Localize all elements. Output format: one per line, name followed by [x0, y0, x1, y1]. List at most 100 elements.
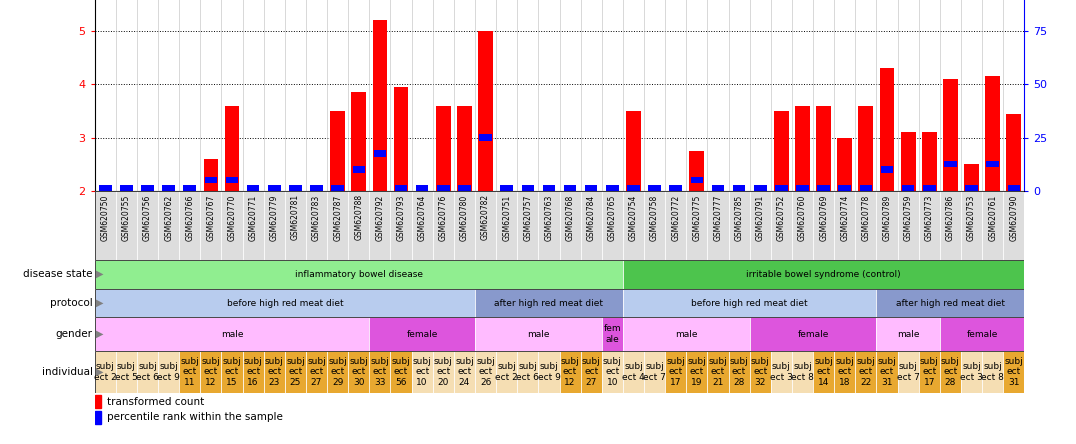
Bar: [837, 138, 852, 191]
Bar: [1003, 191, 1024, 260]
Bar: [222, 351, 242, 393]
Bar: [479, 135, 492, 141]
Text: GSM620758: GSM620758: [650, 194, 660, 241]
Bar: [690, 151, 705, 191]
Text: subj
ect
29: subj ect 29: [328, 357, 348, 387]
Bar: [939, 191, 961, 260]
Bar: [496, 351, 518, 393]
Text: subj
ect 5: subj ect 5: [115, 362, 138, 381]
Bar: [285, 351, 306, 393]
Bar: [475, 289, 623, 317]
Text: female: female: [797, 329, 829, 339]
Bar: [601, 191, 623, 260]
Text: GSM620753: GSM620753: [967, 194, 976, 241]
Bar: [203, 159, 218, 191]
Text: GSM620781: GSM620781: [291, 194, 300, 241]
Text: GSM620760: GSM620760: [798, 194, 807, 241]
Bar: [369, 351, 391, 393]
Bar: [475, 317, 601, 351]
Text: after high red meat diet: after high red meat diet: [896, 298, 1005, 308]
Text: subj
ect 7: subj ect 7: [896, 362, 920, 381]
Bar: [711, 185, 724, 191]
Bar: [95, 289, 475, 317]
Text: subj
ect 6: subj ect 6: [136, 362, 159, 381]
Text: GSM620783: GSM620783: [312, 194, 321, 241]
Text: protocol: protocol: [49, 298, 93, 308]
Text: subj
ect 3: subj ect 3: [960, 362, 983, 381]
Bar: [560, 191, 581, 260]
Text: GSM620791: GSM620791: [755, 194, 765, 241]
Text: subj
ect 9: subj ect 9: [157, 362, 180, 381]
Bar: [327, 191, 349, 260]
Bar: [792, 191, 813, 260]
Bar: [792, 351, 813, 393]
Text: ▶: ▶: [96, 367, 103, 377]
Bar: [353, 166, 365, 173]
Bar: [982, 351, 1003, 393]
Bar: [180, 191, 200, 260]
Text: male: male: [221, 329, 243, 339]
Text: subj
ect
25: subj ect 25: [286, 357, 305, 387]
Bar: [965, 185, 978, 191]
Text: GSM620756: GSM620756: [143, 194, 152, 241]
Text: subj
ect
30: subj ect 30: [350, 357, 368, 387]
Bar: [691, 177, 703, 183]
Bar: [750, 317, 877, 351]
Text: subj
ect
26: subj ect 26: [477, 357, 495, 387]
Bar: [95, 411, 101, 424]
Bar: [877, 289, 1024, 317]
Text: subj
ect
24: subj ect 24: [455, 357, 473, 387]
Bar: [877, 191, 897, 260]
Text: subj
ect 2: subj ect 2: [495, 362, 518, 381]
Bar: [310, 185, 323, 191]
Bar: [395, 185, 408, 191]
Bar: [200, 351, 222, 393]
Text: GSM620754: GSM620754: [629, 194, 638, 241]
Bar: [585, 185, 597, 191]
Text: subj
ect
15: subj ect 15: [223, 357, 241, 387]
Bar: [369, 191, 391, 260]
Text: GSM620771: GSM620771: [249, 194, 257, 241]
Bar: [391, 351, 412, 393]
Bar: [665, 351, 686, 393]
Text: subj
ect
31: subj ect 31: [878, 357, 896, 387]
Bar: [645, 351, 665, 393]
Bar: [475, 191, 496, 260]
Bar: [412, 191, 433, 260]
Bar: [200, 191, 222, 260]
Bar: [349, 191, 369, 260]
Text: GSM620764: GSM620764: [417, 194, 427, 241]
Bar: [897, 191, 919, 260]
Bar: [986, 76, 1000, 191]
Bar: [1007, 185, 1020, 191]
Bar: [964, 164, 979, 191]
Text: GSM620769: GSM620769: [819, 194, 829, 241]
Text: ▶: ▶: [96, 298, 103, 308]
Text: gender: gender: [56, 329, 93, 339]
Text: subj
ect 8: subj ect 8: [791, 362, 813, 381]
Bar: [564, 185, 577, 191]
Text: subj
ect
10: subj ect 10: [413, 357, 431, 387]
Bar: [180, 351, 200, 393]
Bar: [500, 185, 513, 191]
Text: subj
ect 2: subj ect 2: [94, 362, 116, 381]
Bar: [943, 79, 958, 191]
Bar: [581, 191, 601, 260]
Bar: [437, 185, 450, 191]
Bar: [961, 191, 982, 260]
Text: GSM620765: GSM620765: [608, 194, 617, 241]
Text: subj
ect
19: subj ect 19: [688, 357, 706, 387]
Text: subj
ect
20: subj ect 20: [434, 357, 453, 387]
Bar: [436, 106, 451, 191]
Bar: [95, 317, 369, 351]
Bar: [859, 106, 874, 191]
Text: irritable bowel syndrome (control): irritable bowel syndrome (control): [747, 270, 901, 279]
Text: disease state: disease state: [23, 269, 93, 279]
Text: GSM620789: GSM620789: [882, 194, 892, 241]
Bar: [538, 191, 560, 260]
Bar: [542, 185, 555, 191]
Text: subj
ect
22: subj ect 22: [856, 357, 875, 387]
Bar: [665, 191, 686, 260]
Bar: [601, 351, 623, 393]
Text: GSM620773: GSM620773: [924, 194, 934, 241]
